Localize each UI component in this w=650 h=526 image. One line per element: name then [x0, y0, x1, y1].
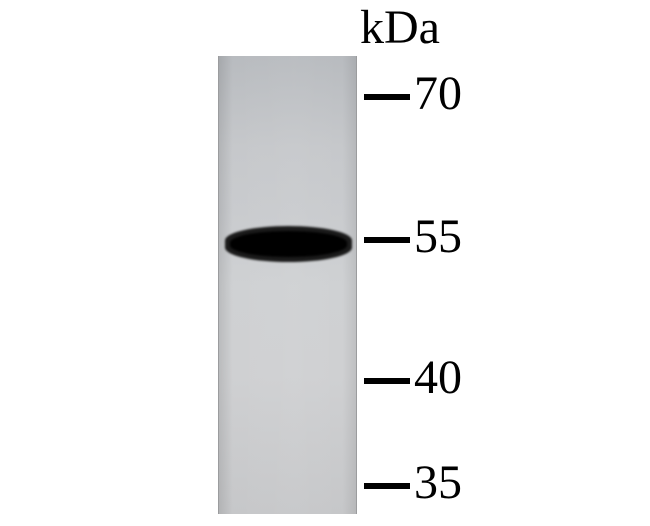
- western-blot-figure: kDa 70 55 40 35: [0, 0, 650, 526]
- marker-label-40: 40: [414, 350, 462, 405]
- marker-tick-55: [364, 237, 410, 243]
- protein-band: [225, 226, 352, 262]
- marker-label-55: 55: [414, 209, 462, 264]
- protein-band-core: [230, 231, 347, 257]
- marker-tick-35: [364, 483, 410, 489]
- unit-label: kDa: [360, 0, 440, 55]
- marker-tick-40: [364, 378, 410, 384]
- blot-lane: [218, 56, 357, 514]
- lane-horizontal-gradient: [219, 56, 356, 514]
- marker-label-35: 35: [414, 455, 462, 510]
- marker-tick-70: [364, 94, 410, 100]
- marker-label-70: 70: [414, 66, 462, 121]
